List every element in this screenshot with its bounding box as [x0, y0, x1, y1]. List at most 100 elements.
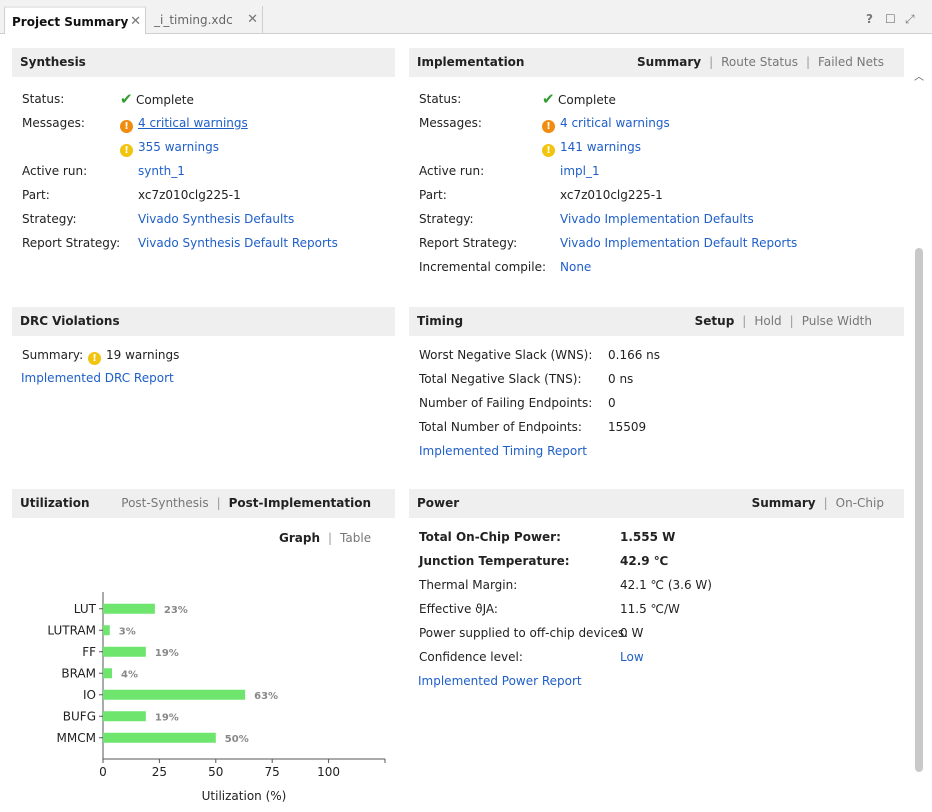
bar-bram: [103, 668, 113, 679]
strategy-link[interactable]: Vivado Synthesis Defaults: [138, 212, 295, 226]
tab-label: _i_timing.xdc: [154, 13, 233, 27]
scroll-up-icon[interactable]: ︿: [914, 72, 924, 83]
editor-tab-bar: Project Summary ✕ _i_timing.xdc ✕ ? ☐ ⤢: [0, 0, 932, 34]
tab-project-summary[interactable]: Project Summary ✕: [4, 6, 146, 34]
drc-report-link[interactable]: Implemented DRC Report: [21, 371, 174, 385]
drc-summary-label: Summary:: [22, 348, 84, 362]
warning-icon: !: [542, 144, 555, 157]
part-label: Part:: [419, 188, 447, 202]
junction-temp-label: Junction Temperature:: [419, 554, 570, 568]
bar-value-label: 63%: [254, 691, 278, 702]
part-label: Part:: [22, 188, 50, 202]
bar-value-label: 19%: [155, 648, 179, 659]
x-tick-label: 25: [152, 765, 167, 779]
power-report-link[interactable]: Implemented Power Report: [418, 674, 582, 688]
thermal-margin-label: Thermal Margin:: [419, 578, 518, 592]
failing-endpoints-label: Number of Failing Endpoints:: [419, 396, 593, 410]
strategy-label: Strategy:: [419, 212, 474, 226]
category-label: BUFG: [63, 709, 96, 723]
warning-icon: !: [88, 352, 101, 365]
impl-failed-nets-link[interactable]: Failed Nets: [818, 55, 884, 69]
maximize-icon[interactable]: ☐: [885, 12, 896, 26]
impl-summary-link[interactable]: Summary: [637, 55, 702, 69]
close-icon[interactable]: ✕: [130, 14, 141, 29]
theta-ja-label: Effective ϑJA:: [419, 602, 498, 616]
total-power-value: 1.555 W: [620, 530, 676, 544]
panel-title: Power: [417, 496, 460, 510]
timing-hold-link[interactable]: Hold: [754, 314, 782, 328]
bar-value-label: 50%: [225, 734, 249, 745]
drc-header: DRC Violations: [12, 307, 395, 336]
vertical-scrollbar[interactable]: ︿ ﹀: [914, 70, 924, 812]
warnings-link[interactable]: 355 warnings: [138, 140, 220, 154]
critical-warning-icon: !: [542, 120, 555, 133]
float-icon[interactable]: ⤢: [905, 12, 915, 26]
power-on-chip-link[interactable]: On-Chip: [835, 496, 884, 510]
timing-report-link[interactable]: Implemented Timing Report: [419, 444, 587, 458]
offchip-power-value: 0 W: [620, 626, 644, 640]
table-view-link[interactable]: Table: [340, 531, 372, 545]
offchip-power-label: Power supplied to off-chip devices:: [419, 626, 629, 640]
tns-label: Total Negative Slack (TNS):: [419, 372, 582, 386]
bar-bufg: [103, 711, 146, 722]
theta-ja-value: 11.5 ℃/W: [620, 602, 680, 616]
wns-label: Worst Negative Slack (WNS):: [419, 348, 593, 362]
confidence-label: Confidence level:: [419, 650, 523, 664]
status-label: Status:: [22, 92, 65, 106]
incremental-link[interactable]: None: [560, 260, 592, 274]
warning-icon: !: [120, 144, 133, 157]
bar-lut: [103, 603, 155, 614]
panel-title: Synthesis: [20, 55, 86, 69]
junction-temp-value: 42.9 ℃: [620, 554, 669, 568]
strategy-label: Strategy:: [22, 212, 77, 226]
report-strategy-label: Report Strategy:: [419, 236, 518, 250]
x-tick-label: 100: [317, 765, 340, 779]
bar-value-label: 4%: [121, 669, 138, 680]
status-value: ✔ Complete: [542, 90, 616, 108]
panel-title: Timing: [417, 314, 464, 328]
implementation-header: Implementation Summary | Route Status | Fail…: [409, 48, 904, 77]
utilization-chart: LUT 23% LUTRAM 3% FF 19% BRAM 4% IO 63% BUFG 19% MMC…: [14, 564, 394, 812]
active-run-label: Active run:: [22, 164, 88, 178]
x-axis-label: Utilization (%): [202, 789, 287, 803]
tns-value: 0 ns: [608, 372, 634, 386]
post-synthesis-link[interactable]: Post-Synthesis: [121, 496, 209, 510]
category-label: IO: [83, 688, 96, 702]
critical-warnings-link[interactable]: 4 critical warnings: [560, 116, 670, 130]
status-label: Status:: [419, 92, 462, 106]
panel-title: Utilization: [20, 496, 90, 510]
category-label: FF: [82, 645, 96, 659]
x-tick-label: 75: [265, 765, 280, 779]
impl-route-status-link[interactable]: Route Status: [721, 55, 798, 69]
tab-timing-xdc[interactable]: _i_timing.xdc ✕: [147, 6, 263, 34]
graph-view-link[interactable]: Graph: [279, 531, 320, 545]
critical-warnings-link[interactable]: 4 critical warnings: [138, 116, 248, 130]
bar-mmcm: [103, 732, 216, 743]
report-strategy-link[interactable]: Vivado Implementation Default Reports: [560, 236, 798, 250]
timing-pulse-width-link[interactable]: Pulse Width: [801, 314, 872, 328]
timing-setup-link[interactable]: Setup: [694, 314, 735, 328]
scrollbar-thumb[interactable]: [915, 248, 923, 772]
bar-value-label: 23%: [164, 605, 188, 616]
wns-value: 0.166 ns: [608, 348, 661, 362]
close-icon[interactable]: ✕: [247, 12, 258, 27]
category-label: BRAM: [61, 666, 96, 680]
report-strategy-link[interactable]: Vivado Synthesis Default Reports: [138, 236, 338, 250]
report-strategy-label: Report Strategy:: [22, 236, 121, 250]
active-run-link[interactable]: synth_1: [138, 164, 185, 178]
post-implementation-link[interactable]: Post-Implementation: [228, 496, 371, 510]
timing-header: Timing Setup | Hold | Pulse Width: [409, 307, 904, 336]
bar-value-label: 3%: [119, 626, 136, 637]
confidence-link[interactable]: Low: [620, 650, 644, 664]
strategy-link[interactable]: Vivado Implementation Defaults: [560, 212, 754, 226]
warnings-link[interactable]: 141 warnings: [560, 140, 642, 154]
help-icon[interactable]: ?: [866, 12, 873, 26]
utilization-chart-svg: LUT 23% LUTRAM 3% FF 19% BRAM 4% IO 63% BUFG 19% MMC…: [47, 592, 386, 803]
power-summary-link[interactable]: Summary: [751, 496, 816, 510]
total-endpoints-label: Total Number of Endpoints:: [419, 420, 582, 434]
part-value: xc7z010clg225-1: [138, 188, 241, 202]
x-tick-label: 50: [208, 765, 223, 779]
active-run-link[interactable]: impl_1: [560, 164, 600, 178]
tab-label: Project Summary: [12, 15, 129, 29]
bar-io: [103, 689, 246, 700]
